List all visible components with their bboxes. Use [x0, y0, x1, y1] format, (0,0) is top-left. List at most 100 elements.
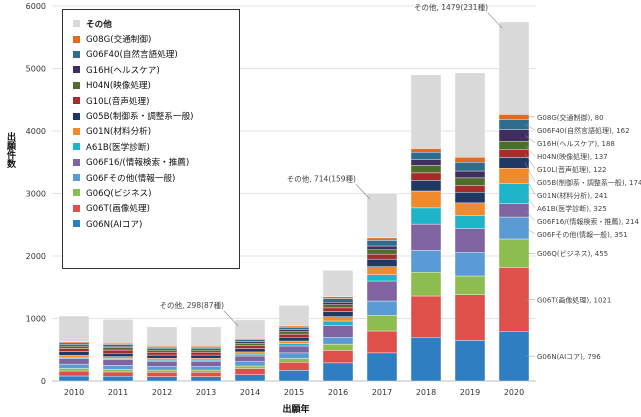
bar-segment [234, 355, 266, 362]
y-tick-label: 2000 [26, 252, 46, 261]
bar-segment [278, 327, 310, 330]
x-tick-label: 2012 [152, 388, 172, 397]
legend-swatch [73, 158, 80, 166]
bar-segment [146, 347, 178, 350]
bar-segment [454, 162, 486, 172]
bar-segment [498, 203, 530, 218]
bar-segment [498, 183, 530, 204]
bar-segment [498, 119, 530, 130]
bar-segment [366, 280, 398, 302]
legend-label: G05B(制御系・調整系一般) [86, 112, 194, 123]
y-tick-label: 3000 [26, 190, 46, 199]
x-tick-label: 2017 [372, 388, 392, 397]
bar-segment [102, 319, 134, 344]
bar-segment [234, 339, 266, 342]
bar-segment [498, 141, 530, 151]
end-label: G05B(制御系・調整系一般), 174 [537, 178, 641, 187]
bar-segment [322, 325, 354, 338]
bar-segment [498, 129, 530, 142]
bar-segment [278, 343, 310, 347]
bar-segment [58, 345, 90, 349]
bar-segment [146, 361, 178, 367]
bar-segment [366, 253, 398, 260]
bar-segment [102, 365, 134, 370]
legend-swatch [73, 143, 80, 151]
end-label-leader [524, 193, 536, 209]
bar-segment [58, 351, 90, 356]
bar-segment [102, 347, 134, 351]
legend-item: G06Fその他(情報一般) [73, 170, 239, 185]
end-label: G06N(AIコア), 796 [537, 353, 601, 361]
bar-segment [410, 165, 442, 174]
bar-segment [234, 365, 266, 369]
bar-segment [454, 294, 486, 341]
y-tick-label: 5000 [26, 65, 46, 74]
bar-segment [322, 270, 354, 297]
bar-segment [454, 202, 486, 216]
bar-segment [366, 258, 398, 267]
bar-segment [454, 185, 486, 193]
bar-segment [322, 320, 354, 326]
end-label: G06Q(ビジネス), 455 [537, 249, 608, 258]
legend-label: G06T(画像処理) [86, 204, 150, 215]
bar-segment [454, 72, 486, 158]
bar-segment [234, 319, 266, 339]
x-tick-label: 2014 [240, 388, 260, 397]
bar-segment [322, 298, 354, 303]
y-axis-label: 出願件数 [5, 131, 17, 169]
bar-segment [498, 21, 530, 115]
bar-segment [454, 340, 486, 382]
end-label: G06F40(自然言語処理), 162 [537, 126, 630, 135]
y-tick-label: 1000 [26, 315, 46, 324]
bar-segment [454, 228, 486, 253]
annotation-label: その他, 298(87種) [160, 300, 225, 310]
bar-segment [278, 331, 310, 335]
legend-swatch [73, 20, 80, 28]
bar-segment [322, 296, 354, 299]
annotation-label: その他, 1479(231種) [414, 2, 488, 12]
bar-segment [410, 272, 442, 297]
bar-segment [498, 168, 530, 184]
bar-segment [234, 345, 266, 349]
bar-segment [278, 362, 310, 371]
bar-segment [366, 193, 398, 239]
legend-item: G16H(ヘルスケア) [73, 62, 239, 77]
bar-segment [190, 369, 222, 373]
bar-segment [322, 302, 354, 305]
bar-segment [366, 237, 398, 241]
bar-segment [454, 177, 486, 186]
bar-segment [410, 250, 442, 273]
annotation-leader [355, 184, 371, 200]
legend-item: A61B(医学診断) [73, 139, 239, 154]
legend-swatch [73, 50, 80, 58]
legend-label: G06N(AIコア) [86, 219, 143, 230]
bar-segment [146, 366, 178, 371]
bar-segment [190, 352, 222, 356]
x-axis-label: 出願年 [282, 403, 309, 415]
bar-segment [102, 371, 134, 377]
end-label: G06F16/(情報検索・推薦), 214 [537, 217, 639, 226]
end-label: G10L(音声処理), 122 [537, 165, 607, 174]
bar-segment [410, 223, 442, 251]
bar-segment [234, 341, 266, 344]
bar-segment [322, 362, 354, 382]
bar-segment [454, 157, 486, 163]
bar-segment [366, 249, 398, 255]
legend-item: G05B(制御系・調整系一般) [73, 108, 239, 123]
bar-segment [102, 352, 134, 357]
legend-item: G01N(材料分析) [73, 124, 239, 139]
bar-segment [102, 356, 134, 359]
bar-segment [498, 267, 530, 332]
x-tick-label: 2016 [328, 388, 348, 397]
end-label: G16H(ヘルスケア), 188 [537, 140, 615, 148]
bar-segment [278, 333, 310, 338]
end-label: G08G(交通制御), 80 [537, 113, 604, 122]
legend-label: G06F40(自然言語処理) [86, 50, 178, 61]
x-tick-label: 2010 [64, 388, 84, 397]
legend-item: G06N(AIコア) [73, 216, 239, 231]
end-label: G06T(画像処理), 1021 [537, 295, 611, 304]
bar-segment [58, 358, 90, 365]
x-tick-label: 2020 [504, 388, 524, 397]
bar-segment [410, 159, 442, 166]
end-label-leader [524, 124, 536, 131]
